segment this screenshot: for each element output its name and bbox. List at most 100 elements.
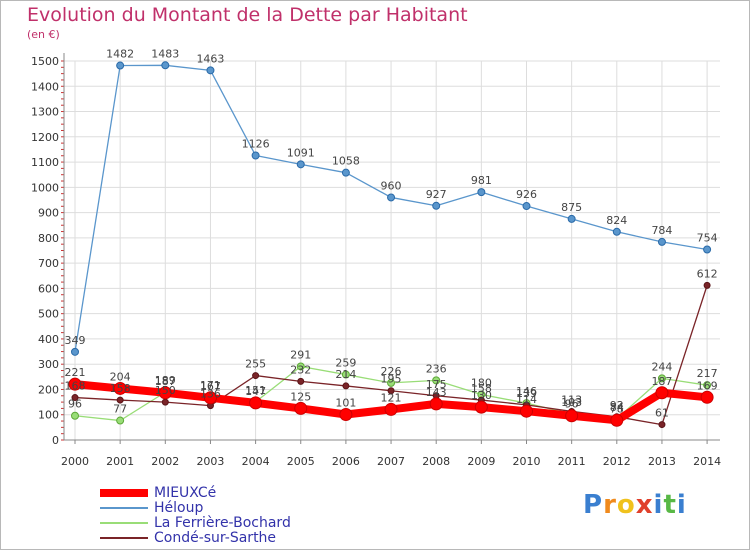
grid bbox=[64, 60, 720, 441]
legend-swatch bbox=[100, 507, 148, 509]
data-point bbox=[703, 281, 711, 289]
series-0 bbox=[68, 377, 714, 427]
data-point bbox=[610, 413, 624, 427]
data-point bbox=[296, 362, 305, 371]
data-label: 927 bbox=[426, 188, 447, 201]
data-label: 349 bbox=[65, 334, 86, 347]
data-point bbox=[206, 66, 215, 75]
data-label: 217 bbox=[697, 367, 718, 380]
legend-item: Héloup bbox=[100, 500, 400, 516]
data-label: 244 bbox=[651, 360, 672, 373]
data-label: 143 bbox=[426, 386, 447, 399]
legend-item: Condé-sur-Sarthe bbox=[100, 530, 400, 546]
data-label: 101 bbox=[335, 396, 356, 409]
data-label: 114 bbox=[516, 393, 537, 406]
data-label: 875 bbox=[561, 201, 582, 214]
x-tick-label: 2013 bbox=[648, 455, 676, 468]
data-label: 77 bbox=[113, 403, 127, 416]
data-label: 158 bbox=[110, 382, 131, 395]
data-label: 136 bbox=[200, 388, 221, 401]
data-point bbox=[387, 193, 396, 202]
x-tick-label: 2011 bbox=[558, 455, 586, 468]
data-point bbox=[251, 151, 260, 160]
data-label: 96 bbox=[565, 398, 579, 411]
data-point bbox=[161, 61, 170, 70]
data-label: 168 bbox=[65, 380, 86, 393]
data-label: 130 bbox=[471, 389, 492, 402]
data-label: 180 bbox=[471, 377, 492, 390]
data-point bbox=[203, 391, 217, 405]
x-tick-label: 2005 bbox=[287, 455, 315, 468]
data-label: 226 bbox=[381, 365, 402, 378]
data-label: 1483 bbox=[151, 47, 179, 60]
data-point bbox=[474, 400, 488, 414]
data-label: 1126 bbox=[242, 137, 270, 150]
data-point bbox=[384, 402, 398, 416]
x-tick-label: 2010 bbox=[513, 455, 541, 468]
data-label: 784 bbox=[651, 224, 672, 237]
data-label: 221 bbox=[65, 366, 86, 379]
data-label: 1058 bbox=[332, 155, 360, 168]
data-labels: 221 204 187 167 147 125 101 121 143 130 114 96 78 187… bbox=[65, 47, 718, 419]
data-point bbox=[522, 202, 531, 211]
data-point bbox=[116, 396, 124, 404]
legend-swatch bbox=[100, 537, 148, 539]
logo-letter: i bbox=[653, 490, 664, 520]
data-point bbox=[429, 397, 443, 411]
data-label: 150 bbox=[155, 384, 176, 397]
axes: 0 100 200 300 400 500 600 700 800 900 1000 1100 1200… bbox=[31, 53, 721, 468]
x-tick-label: 2014 bbox=[693, 455, 721, 468]
x-tick-label: 2004 bbox=[242, 455, 270, 468]
data-point bbox=[339, 407, 353, 421]
logo-letter: r bbox=[603, 490, 617, 520]
data-point bbox=[294, 401, 308, 415]
y-tick-label: 1400 bbox=[31, 80, 59, 93]
y-tick-label: 100 bbox=[38, 409, 59, 422]
y-tick-label: 1300 bbox=[31, 106, 59, 119]
x-tick-label: 2007 bbox=[377, 455, 405, 468]
data-label: 255 bbox=[245, 358, 266, 371]
y-tick-label: 600 bbox=[38, 282, 59, 295]
data-label: 147 bbox=[245, 385, 266, 398]
logo-letter: P bbox=[583, 490, 604, 520]
data-point bbox=[612, 227, 621, 236]
data-label: 189 bbox=[155, 374, 176, 387]
data-label: 232 bbox=[290, 363, 311, 376]
data-point bbox=[71, 394, 79, 402]
y-tick-label: 300 bbox=[38, 358, 59, 371]
y-tick-label: 900 bbox=[38, 207, 59, 220]
logo-letter: i bbox=[676, 490, 687, 520]
data-point bbox=[342, 382, 350, 390]
data-label: 236 bbox=[426, 362, 447, 375]
data-label: 1482 bbox=[106, 48, 134, 61]
data-point bbox=[71, 347, 79, 356]
data-label: 92 bbox=[610, 399, 624, 412]
logo-letter: o bbox=[616, 490, 636, 520]
legend-item: MIEUXCé bbox=[100, 485, 400, 501]
legend-label: La Ferrière-Bochard bbox=[154, 515, 291, 531]
data-point bbox=[341, 370, 350, 379]
data-label: 612 bbox=[697, 267, 718, 280]
data-point bbox=[252, 372, 260, 380]
data-point bbox=[700, 390, 714, 404]
data-label: 259 bbox=[335, 357, 356, 370]
x-tick-label: 2000 bbox=[61, 455, 89, 468]
legend-label: Condé-sur-Sarthe bbox=[154, 530, 277, 546]
x-tick-label: 2001 bbox=[106, 455, 134, 468]
data-point bbox=[249, 396, 263, 410]
y-tick-label: 1500 bbox=[31, 55, 59, 68]
data-label: 214 bbox=[335, 368, 356, 381]
y-tick-label: 1100 bbox=[31, 156, 59, 169]
y-tick-label: 700 bbox=[38, 257, 59, 270]
data-label: 981 bbox=[471, 174, 492, 187]
x-tick-label: 2003 bbox=[196, 455, 224, 468]
data-point bbox=[520, 404, 533, 418]
data-label: 175 bbox=[426, 378, 447, 391]
y-tick-label: 400 bbox=[38, 333, 59, 346]
data-label: 61 bbox=[655, 407, 669, 420]
data-label: 291 bbox=[290, 348, 311, 361]
data-label: 103 bbox=[561, 396, 582, 409]
x-tick-label: 2009 bbox=[467, 455, 495, 468]
data-label: 158 bbox=[471, 382, 492, 395]
